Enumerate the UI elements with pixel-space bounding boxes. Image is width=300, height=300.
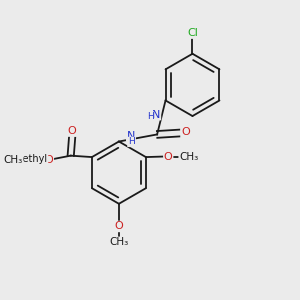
Text: O: O	[115, 221, 123, 231]
Text: O: O	[164, 152, 172, 161]
Text: O: O	[44, 155, 53, 165]
Text: CH₃: CH₃	[4, 154, 23, 165]
Text: O: O	[68, 126, 76, 136]
Text: methyl: methyl	[14, 154, 48, 164]
Text: CH₃: CH₃	[109, 237, 128, 247]
Text: N: N	[127, 131, 135, 141]
Text: CH₃: CH₃	[179, 152, 198, 161]
Text: H: H	[128, 137, 135, 146]
Text: Cl: Cl	[187, 28, 198, 38]
Text: H: H	[147, 112, 153, 121]
Text: N: N	[152, 110, 160, 120]
Text: O: O	[181, 128, 190, 137]
